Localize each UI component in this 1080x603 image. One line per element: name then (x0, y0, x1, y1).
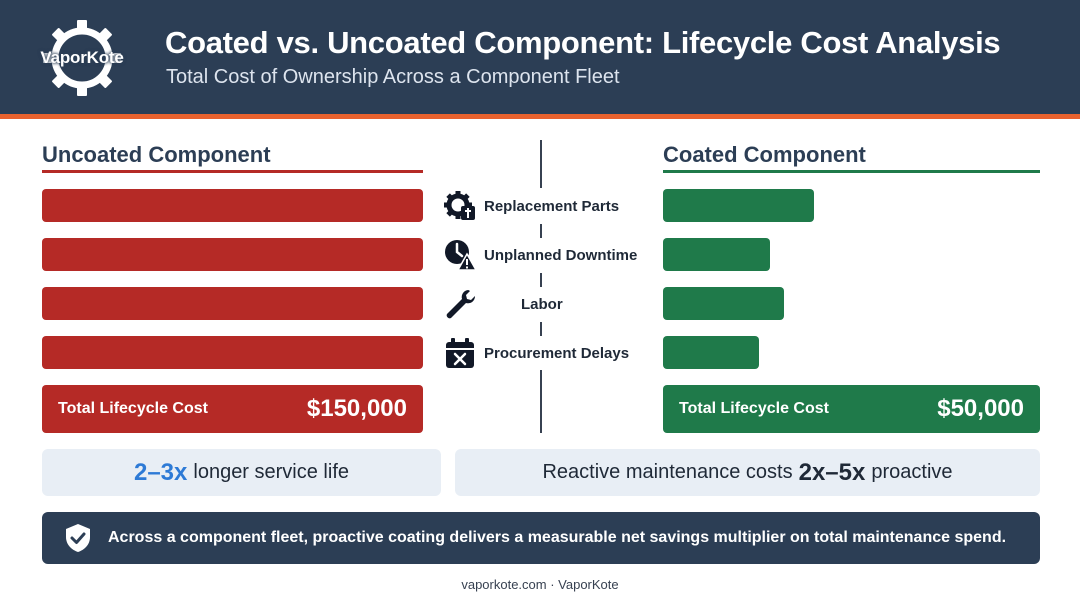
credit-line: vaporkote.com · VaporKote (461, 577, 619, 592)
divider-segment (540, 370, 542, 433)
total-label: Total Lifecycle Cost (58, 400, 208, 417)
wrench-icon (446, 289, 476, 319)
total-value: $150,000 (306, 395, 407, 422)
page-subtitle: Total Cost of Ownership Across a Compone… (166, 66, 620, 88)
bar-uncoated-3 (42, 287, 423, 320)
page-title: Coated vs. Uncoated Component: Lifecycle… (165, 25, 1001, 60)
stat-prefix: Reactive maintenance costs (542, 461, 793, 483)
stat-highlight: 2–3x (133, 458, 188, 486)
category-row: Replacement Parts (443, 189, 643, 223)
series-rule-coated (663, 170, 1040, 173)
series-title-uncoated: Uncoated Component (42, 142, 271, 167)
bar-coated-4 (663, 336, 759, 369)
bar-coated-1 (663, 189, 814, 222)
gear-logo-icon (43, 20, 121, 96)
accent-stripe (0, 114, 1080, 119)
category-label: Procurement Delays (484, 344, 630, 362)
divider-segment (540, 273, 542, 287)
stat-text: longer service life (193, 461, 349, 483)
category-row: Unplanned Downtime (443, 238, 643, 272)
header: VaporKote Coated vs. Uncoated Component:… (0, 0, 1080, 114)
clock-warning-icon (445, 240, 477, 271)
series-title-coated: Coated Component (663, 142, 866, 167)
series-rule-uncoated (42, 170, 423, 173)
stat-suffix: proactive (871, 461, 953, 483)
category-label: Unplanned Downtime (484, 246, 638, 264)
bar-uncoated-4 (42, 336, 423, 369)
summary-text: Across a component fleet, proactive coat… (108, 529, 1007, 546)
total-coated: Total Lifecycle Cost $50,000 (663, 385, 1040, 433)
gear-wrench-icon (444, 191, 475, 220)
category-label: Replacement Parts (484, 197, 620, 215)
bar-uncoated-2 (42, 238, 423, 271)
total-label: Total Lifecycle Cost (679, 400, 829, 417)
category-row: Labor (443, 287, 643, 321)
bar-coated-2 (663, 238, 770, 271)
total-value: $50,000 (937, 395, 1024, 422)
logo-text: VaporKote (40, 48, 124, 67)
summary-banner: Across a component fleet, proactive coat… (42, 512, 1040, 564)
category-label: Labor (521, 295, 563, 313)
divider-segment (540, 322, 542, 336)
divider-segment (540, 224, 542, 238)
bar-coated-3 (663, 287, 784, 320)
total-uncoated: Total Lifecycle Cost $150,000 (42, 385, 423, 433)
logo: VaporKote (34, 18, 130, 98)
calendar-x-icon (446, 338, 474, 368)
divider-segment (540, 140, 542, 188)
stat-highlight: 2x–5x (798, 458, 866, 486)
category-row: Procurement Delays (443, 336, 643, 370)
shield-check-icon (66, 524, 90, 552)
bar-uncoated-1 (42, 189, 423, 222)
stat-service-life: 2–3x longer service life (42, 449, 441, 496)
stat-maintenance-cost: Reactive maintenance costs 2x–5x proacti… (455, 449, 1040, 496)
